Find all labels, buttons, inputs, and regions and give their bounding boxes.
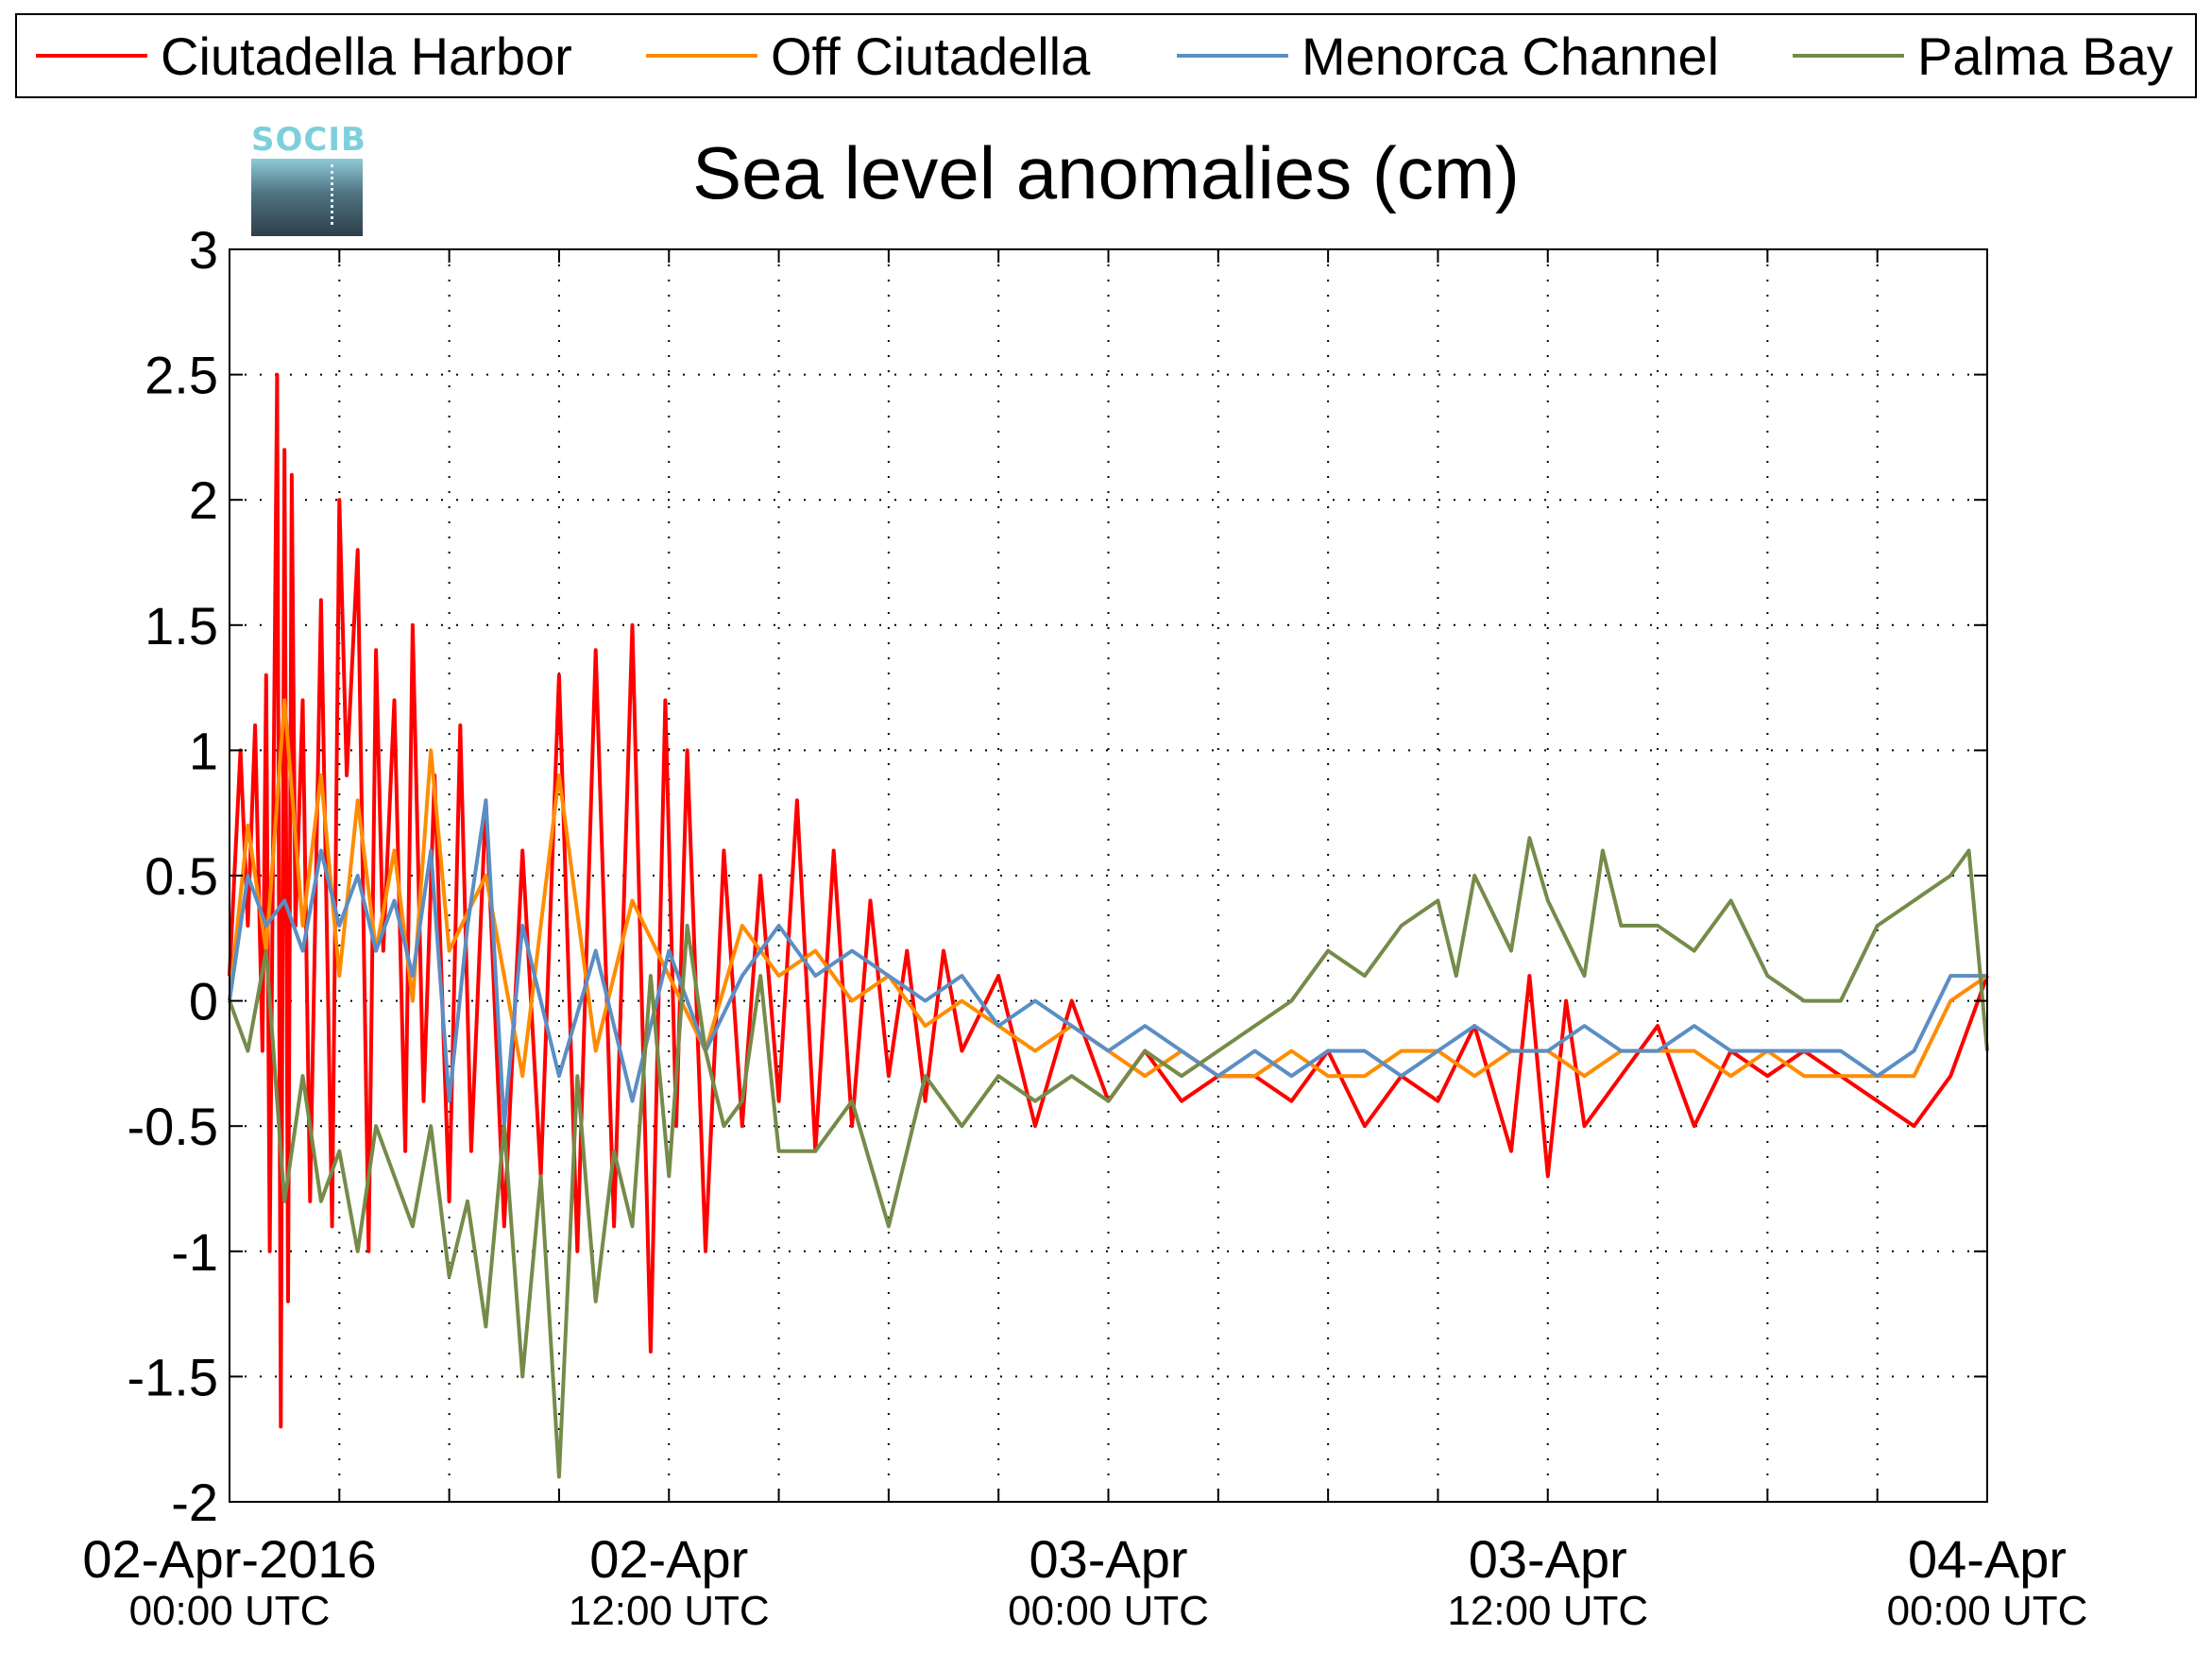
legend-item-menorca-channel: Menorca Channel xyxy=(1177,15,1719,96)
legend-item-palma-bay: Palma Bay xyxy=(1793,15,2173,96)
x-tick-label-date-3: 03-Apr xyxy=(1469,1529,1627,1589)
legend-item-off-ciutadella: Off Ciutadella xyxy=(646,15,1090,96)
legend-label-ciutadella-harbor: Ciutadella Harbor xyxy=(161,26,572,86)
legend-label-off-ciutadella: Off Ciutadella xyxy=(771,26,1091,86)
legend-swatch-ciutadella-harbor xyxy=(36,54,147,58)
x-tick-label-date-2: 03-Apr xyxy=(1029,1529,1187,1589)
series-line-palma-bay xyxy=(228,836,1989,1479)
socib-logo-mark xyxy=(331,164,333,225)
y-tick-label-10: 3 xyxy=(189,220,218,280)
x-tick-label-time-3: 12:00 UTC xyxy=(1447,1588,1648,1634)
socib-logo-text: SOCIB xyxy=(251,121,366,159)
y-tick-label-4: 0 xyxy=(189,972,218,1031)
legend-swatch-palma-bay xyxy=(1793,54,1904,58)
y-tick-label-8: 2 xyxy=(189,470,218,530)
y-tick-label-1: -1.5 xyxy=(128,1347,219,1406)
y-tick-label-3: -0.5 xyxy=(128,1097,219,1156)
x-tick-label-date-4: 04-Apr xyxy=(1908,1529,2067,1589)
y-tick-label-6: 1 xyxy=(189,721,218,780)
legend-item-ciutadella-harbor: Ciutadella Harbor xyxy=(36,15,572,96)
y-tick-label-5: 0.5 xyxy=(145,846,218,906)
x-tick-label-time-4: 00:00 UTC xyxy=(1887,1588,2088,1634)
x-tick-label-time-1: 12:00 UTC xyxy=(569,1588,770,1634)
legend-label-palma-bay: Palma Bay xyxy=(1917,26,2173,86)
y-tick-label-9: 2.5 xyxy=(145,346,218,405)
legend-label-menorca-channel: Menorca Channel xyxy=(1302,26,1720,86)
chart-title: Sea level anomalies (cm) xyxy=(692,131,1520,214)
x-tick-label-time-0: 00:00 UTC xyxy=(129,1588,331,1634)
legend-swatch-off-ciutadella xyxy=(646,54,757,58)
y-tick-label-0: -2 xyxy=(171,1473,218,1532)
y-tick-label-2: -1 xyxy=(171,1222,218,1282)
legend: Ciutadella Harbor Off Ciutadella Menorca… xyxy=(15,13,2197,98)
socib-logo: SOCIB xyxy=(251,121,366,236)
series-line-off-ciutadella xyxy=(228,698,1989,1079)
plot-frame xyxy=(229,248,1988,1503)
x-tick-label-time-2: 00:00 UTC xyxy=(1008,1588,1209,1634)
socib-logo-block xyxy=(251,159,363,236)
y-tick-label-7: 1.5 xyxy=(145,596,218,656)
legend-swatch-menorca-channel xyxy=(1177,54,1288,58)
x-tick-label-date-1: 02-Apr xyxy=(589,1529,748,1589)
x-tick-label-date-0: 02-Apr-2016 xyxy=(82,1529,376,1589)
series-line-menorca-channel xyxy=(228,798,1987,1129)
